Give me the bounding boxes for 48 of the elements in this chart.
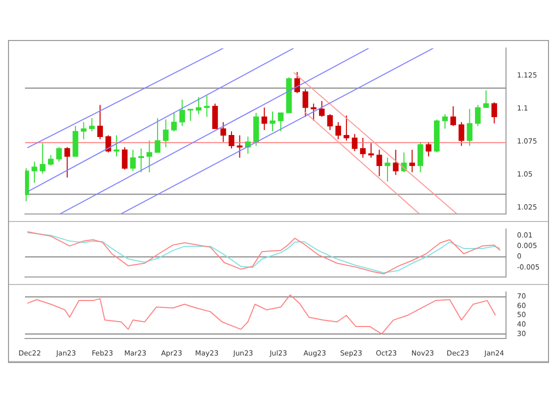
candlestick <box>212 103 218 130</box>
candlestick <box>327 114 333 131</box>
candlestick <box>318 100 325 118</box>
candlestick <box>97 104 103 140</box>
candlestick <box>442 114 448 130</box>
candlestick <box>360 137 366 158</box>
candlestick <box>204 95 210 118</box>
candlestick <box>40 142 46 174</box>
candlestick <box>418 141 424 173</box>
candlestick <box>138 148 144 173</box>
candlestick <box>146 140 152 173</box>
candlestick <box>261 107 268 131</box>
candlestick <box>335 122 342 140</box>
candlestick <box>483 90 489 108</box>
candlestick <box>130 149 136 172</box>
candlestick <box>368 142 374 158</box>
candlestick <box>114 134 120 157</box>
candlestick <box>278 112 284 132</box>
candlestick <box>475 104 481 127</box>
candlestick <box>171 112 177 132</box>
candlestick <box>310 103 316 122</box>
candlestick <box>409 149 415 173</box>
candlestick <box>228 130 234 149</box>
candlestick <box>196 96 202 115</box>
candlestick <box>491 102 498 124</box>
candlestick <box>352 133 358 152</box>
candlestick <box>466 108 472 146</box>
candlestick <box>450 106 456 127</box>
candlestick <box>302 88 308 118</box>
candlestick <box>162 118 169 148</box>
candlestick <box>344 114 350 142</box>
candlestick <box>32 161 38 184</box>
candlestick <box>89 118 95 132</box>
candlestick <box>392 149 399 176</box>
candlestick <box>270 111 276 132</box>
candlestick <box>48 154 54 166</box>
candlestick <box>64 146 70 178</box>
candlestick <box>376 149 382 177</box>
candlestick <box>220 122 226 142</box>
candlestick <box>294 71 300 94</box>
candlestick <box>384 157 390 182</box>
candlestick <box>236 134 243 158</box>
candlestick <box>458 122 464 146</box>
candlestick <box>179 99 186 127</box>
candlestick <box>154 118 160 153</box>
candlestick <box>56 146 62 162</box>
candlestick <box>426 141 432 157</box>
candlestick <box>122 146 128 170</box>
